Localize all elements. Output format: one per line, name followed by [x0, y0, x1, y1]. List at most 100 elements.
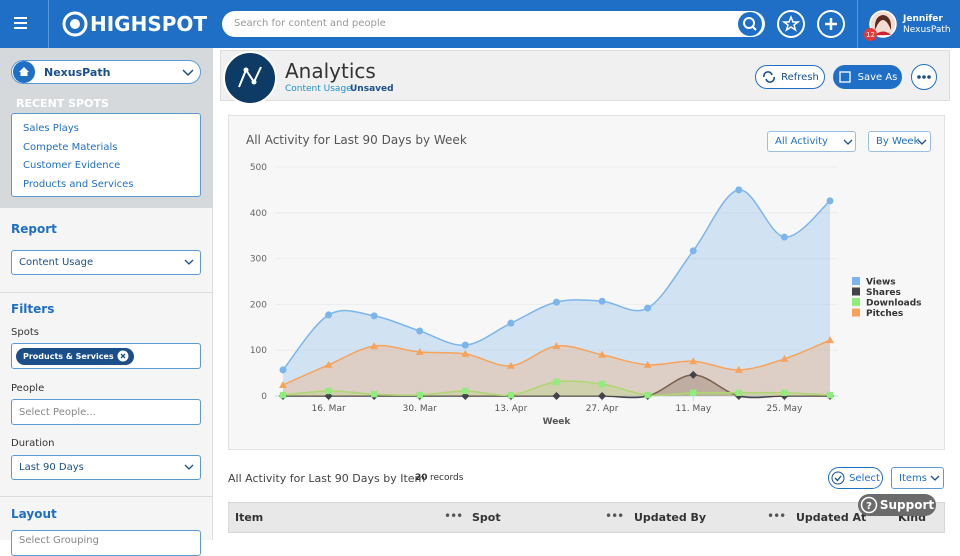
point	[415, 348, 424, 356]
divider	[0, 292, 212, 293]
recent-title: RECENT SPOTS	[16, 97, 109, 110]
point	[689, 247, 697, 255]
select-label: Select	[849, 472, 880, 484]
spot-chip-text: Products & Services	[23, 351, 114, 361]
brand: HIGHSPOT	[90, 12, 208, 36]
point	[643, 360, 652, 368]
y-tick-label: 100	[250, 346, 267, 356]
x-tick-label: 27. Apr	[586, 404, 619, 414]
chart: 0 100 200 300 400 500 16. Mar 30. Mar 13. Apr 27.…	[250, 163, 922, 427]
chevron	[917, 139, 927, 145]
point	[552, 392, 561, 400]
save-as-label: Save As	[857, 71, 898, 83]
point	[279, 391, 287, 399]
point	[644, 304, 652, 312]
search-placeholder: Search for content and people	[234, 18, 386, 29]
point	[461, 341, 469, 349]
point	[370, 342, 379, 350]
support-button[interactable]: ? Support	[858, 494, 936, 516]
more-button[interactable]	[910, 63, 938, 91]
column-menu: •••	[605, 509, 624, 523]
column-menu: •••	[444, 509, 463, 523]
legend-swatch	[852, 308, 860, 317]
spot-chip[interactable]: Products & Services	[16, 347, 134, 365]
point	[781, 389, 788, 396]
point	[279, 366, 287, 374]
point	[598, 297, 606, 305]
point	[279, 381, 287, 389]
legend-label: Pitches	[866, 309, 903, 319]
user-org: NexusPath	[903, 25, 951, 35]
table-header	[228, 502, 945, 533]
panel-title: All Activity for Last 90 Days by Week	[246, 133, 467, 147]
layout-label: Layout	[11, 507, 57, 521]
point	[690, 389, 697, 396]
point	[598, 380, 606, 388]
point	[780, 233, 788, 241]
point	[461, 349, 470, 357]
column-menu: •••	[767, 509, 786, 523]
spot-name: NexusPath	[44, 65, 111, 79]
y-tick-label: 400	[250, 209, 267, 219]
header: HIGHSPOT Search for content and people 1…	[0, 0, 960, 48]
legend-swatch	[852, 287, 860, 296]
interval-filter: By Week	[876, 136, 920, 147]
search-box[interactable]: Search for content and people	[222, 11, 765, 37]
spots-input[interactable]: Products & Services	[11, 343, 201, 369]
report-dropdown[interactable]: Content Usage	[11, 250, 201, 275]
layout-placeholder: Select Grouping	[19, 535, 99, 546]
point	[507, 391, 515, 399]
x-tick-label: 25. May	[767, 404, 803, 414]
filters-label: Filters	[11, 302, 55, 316]
point	[598, 350, 607, 358]
refresh-button[interactable]: Refresh	[755, 65, 825, 89]
menu-icon[interactable]	[14, 16, 32, 32]
duration-label: Duration	[11, 438, 55, 449]
area	[283, 381, 830, 396]
legend-swatch	[852, 277, 860, 285]
page-status: Unsaved	[350, 84, 394, 94]
record-count: 20	[415, 473, 428, 483]
favorites-button[interactable]	[776, 9, 806, 39]
column-header: Item	[235, 511, 264, 524]
refresh-label: Refresh	[781, 71, 819, 83]
point	[780, 354, 789, 362]
point	[507, 319, 515, 327]
people-label: People	[11, 383, 45, 394]
recent-spot: Compete Materials	[23, 141, 118, 153]
title-bar	[220, 50, 950, 101]
recent-list: Sales Plays Compete Materials Customer Evi…	[11, 113, 201, 197]
point	[734, 365, 743, 373]
records-label: records	[430, 473, 464, 483]
save-icon	[838, 71, 851, 83]
add-button[interactable]	[816, 9, 846, 39]
point	[644, 391, 651, 399]
save-as-button[interactable]: Save As	[833, 65, 902, 89]
duration-dropdown[interactable]: Last 90 Days	[11, 455, 201, 480]
activity-dropdown[interactable]: All Activity	[767, 131, 856, 152]
search-button[interactable]	[738, 12, 762, 36]
chart-panel: All Activity for Last 90 Days by Week Al…	[228, 115, 945, 450]
recent-spot: Sales Plays	[23, 123, 79, 134]
point	[689, 370, 698, 379]
recent-spot: Products and Services	[23, 179, 134, 191]
chip-remove[interactable]	[114, 350, 130, 362]
people-input[interactable]: Select People...	[11, 399, 201, 425]
chevron	[182, 69, 194, 77]
point	[689, 357, 698, 365]
divider	[0, 496, 212, 497]
point	[325, 387, 332, 395]
support-label: Support	[879, 498, 935, 512]
legend-label: Downloads	[866, 299, 922, 309]
avatar[interactable]	[869, 10, 897, 38]
interval-dropdown[interactable]: By Week	[868, 131, 931, 152]
layout-dropdown[interactable]: Select Grouping	[11, 530, 201, 556]
select-button[interactable]: Select	[828, 467, 883, 489]
spot-selector[interactable]: NexusPath	[11, 60, 201, 84]
x-axis-label: Week	[543, 417, 572, 427]
point	[416, 327, 424, 335]
items-dropdown[interactable]: Items	[891, 467, 944, 489]
divider	[857, 0, 858, 48]
y-tick-label: 0	[261, 392, 267, 402]
